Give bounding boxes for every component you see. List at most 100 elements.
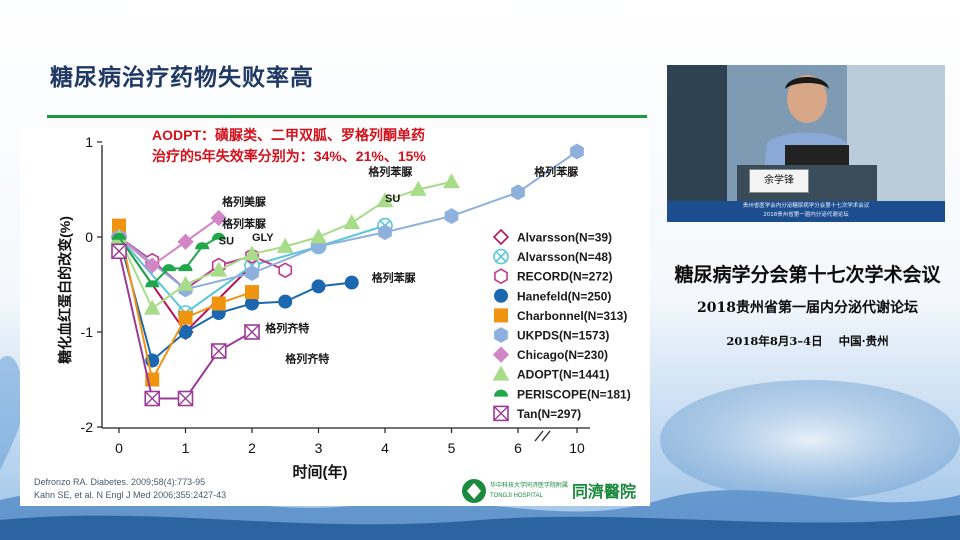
legend-marker [494,288,508,303]
legend-label: Tan(N=297) [517,407,581,421]
data-point [245,296,259,311]
data-point [177,390,194,407]
screen-banner: 贵州省医学会内分泌糖尿病学分会第十七次学术会议 2018贵州省第一届内分泌代谢论… [667,201,945,222]
y-tick-label: 0 [85,229,93,245]
chart-annotation: GLY [252,232,274,244]
data-point [112,218,126,233]
data-point [111,243,127,260]
data-point [178,325,193,339]
x-tick-label: 2 [248,440,256,456]
series-10 [111,243,260,407]
data-point [211,232,226,240]
data-point [344,275,359,290]
legend-marker [494,327,508,343]
data-point [112,232,126,240]
x-tick-label: 6 [514,440,522,456]
data-point [211,296,226,311]
slide-title: 糖尿病治疗药物失败率高 [50,65,314,91]
data-point [243,245,261,261]
data-point [511,184,525,201]
y-tick-label: 1 [85,134,93,150]
data-point [244,324,260,340]
x-tick-label: 1 [182,440,190,456]
data-point [310,228,327,244]
legend-label: ADOPT(N=1441) [517,368,609,382]
series-line [118,150,578,291]
legend-marker [493,248,509,265]
title-divider [47,115,647,118]
chart-annotation: 格列齐特 [285,351,329,365]
axis-break [534,430,551,442]
legend-label: UKPDS(N=1573) [517,329,609,343]
data-point [311,279,326,294]
chart-annotation: 格列苯脲 [222,217,266,231]
chart-annotation: 格列苯脲 [368,164,412,178]
y-tick-label: -2 [81,419,94,435]
screen-banner-line-2: 2018贵州省第一届内分泌代谢论坛 [763,212,849,218]
data-point [144,257,161,274]
data-point [443,173,460,189]
chart-annotation: 格列苯脲 [372,271,416,285]
data-point [378,224,392,241]
data-point [343,214,361,230]
annotation-line-1: AODPT：磺脲类、二甲双胍、罗格列酮单药 [152,127,425,143]
data-point [276,237,294,253]
legend-label: RECORD(N=272) [517,270,613,284]
data-point [444,208,459,225]
speaker-video-panel: 余学锋 贵州省医学会内分泌糖尿病学分会第十七次学术会议 2018贵州省第一届内分… [667,65,945,222]
data-point [409,180,427,196]
speaker-head [787,75,827,123]
data-point [143,299,161,315]
x-tick-label: 4 [381,440,389,456]
screen-banner-line-1: 贵州省医学会内分泌糖尿病学分会第十七次学术会议 [742,203,870,209]
legend-marker [492,346,510,363]
legend-marker [494,268,508,285]
legend-marker [493,405,509,422]
chart-annotation: SU [219,236,234,248]
data-point [210,343,227,359]
chart-annotation: 格列齐特 [265,321,309,335]
legend-marker [492,365,510,381]
data-point [376,192,394,208]
data-point [145,280,160,288]
legend-label: Alvarsson(N=48) [517,250,612,264]
hospital-logo: 华中科技大学同济医学院附属 TONGJI HOSPITAL 同濟醫院 [462,479,636,503]
x-axis-label: 时间(年) [293,463,348,481]
x-tick-label: 10 [569,440,585,456]
conference-subtitle: 2018贵州省第一届内分泌代谢论坛 [697,300,918,316]
hospital-logo-small: 华中科技大学同济医学院附属 [490,481,568,489]
conference-date: 2018年8月3–4日 中国·贵州 [726,334,889,348]
chart-annotation: 格列美脲 [222,195,266,209]
chart-annotation: 格列苯脲 [534,164,578,178]
data-point [177,233,194,250]
chart-panel [20,128,650,506]
legend-label: Alvarsson(N=39) [517,231,612,245]
y-tick-label: -1 [81,324,94,340]
x-tick-label: 3 [315,440,323,456]
reference-2: Kahn SE, et al. N Engl J Med 2006;355:24… [34,490,227,500]
data-point [570,143,584,160]
data-point [178,310,193,325]
data-point [177,275,194,291]
legend-marker [494,389,508,397]
data-point [245,285,259,300]
data-point [178,264,193,272]
chart-annotation: SU [385,193,400,205]
legend-marker [492,228,510,246]
reference-1: Defronzo RA. Diabetes. 2009;58(4):773-95 [34,477,206,487]
data-point [210,209,227,227]
legend-label: Hanefeld(N=250) [517,289,611,303]
series-line [118,217,220,267]
data-point [195,242,210,250]
x-tick-label: 0 [115,440,123,456]
annotation-line-2: 治疗的5年失效率分别为：34%、21%、15% [152,148,426,164]
conference-title: 糖尿病学分会第十七次学术会议 [674,264,941,286]
data-point [144,390,161,407]
speaker-video-scene [667,65,945,222]
series-layer [110,143,584,407]
legend-label: PERISCOPE(N=181) [517,387,631,401]
y-axis-label: 糖化血红蛋白的改变(%) [57,216,73,364]
legend-label: Chicago(N=230) [517,348,608,362]
